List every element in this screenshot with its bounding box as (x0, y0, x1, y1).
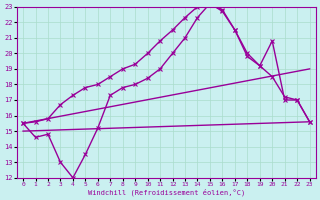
X-axis label: Windchill (Refroidissement éolien,°C): Windchill (Refroidissement éolien,°C) (88, 188, 245, 196)
